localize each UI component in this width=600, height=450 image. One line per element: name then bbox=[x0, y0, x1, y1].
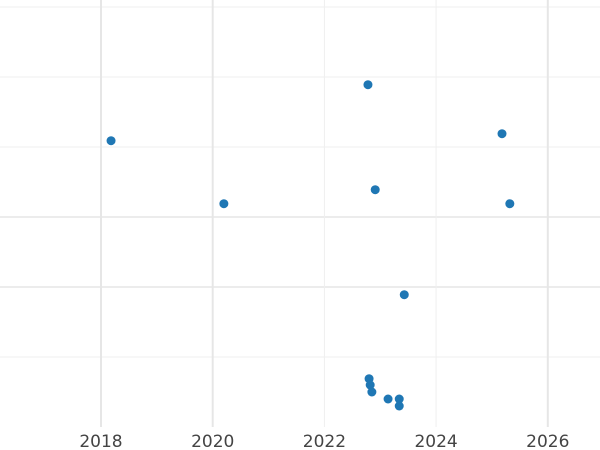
data-point bbox=[383, 394, 393, 404]
x-tick-label: 2026 bbox=[526, 432, 569, 450]
data-point bbox=[394, 401, 404, 411]
data-point bbox=[365, 380, 375, 390]
x-axis-ticks: 2018 2020 2022 2024 2026 bbox=[79, 432, 569, 450]
data-point bbox=[370, 185, 380, 195]
grid bbox=[0, 0, 600, 427]
data-point bbox=[219, 199, 229, 209]
data-point bbox=[497, 129, 507, 139]
x-tick-label: 2022 bbox=[303, 432, 346, 450]
data-point bbox=[505, 199, 515, 209]
data-point bbox=[367, 387, 377, 397]
x-tick-label: 2020 bbox=[191, 432, 234, 450]
x-tick-label: 2024 bbox=[414, 432, 457, 450]
data-point bbox=[106, 136, 116, 146]
x-tick-label: 2018 bbox=[79, 432, 122, 450]
data-point bbox=[394, 394, 404, 404]
points bbox=[106, 80, 515, 411]
data-point bbox=[399, 290, 409, 300]
data-point bbox=[363, 80, 373, 90]
